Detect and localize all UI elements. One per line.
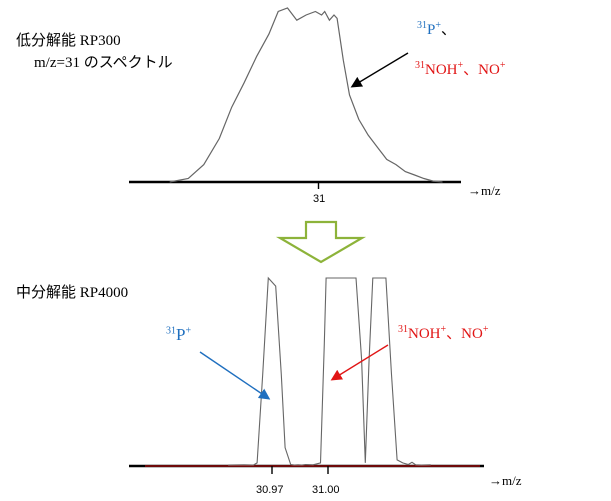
top-interference-label: 31NOH+、NO+ [415, 58, 505, 79]
charge: + [185, 325, 192, 337]
top-panel-title: 低分解能 RP300 [16, 33, 121, 49]
top-panel-subtitle: m/z=31 のスペクトル [34, 55, 173, 71]
bottom-p-label: 31P+ [166, 325, 191, 345]
bottom-interference-label: 31NOH+、NO+ [398, 322, 488, 343]
bottom-interference-arrow [330, 344, 389, 381]
charge-2: + [499, 60, 506, 71]
down-arrow-icon [275, 220, 367, 264]
bottom-panel-title: 中分解能 RP4000 [16, 285, 129, 301]
charge: + [457, 60, 464, 71]
bottom-p-arrow [199, 351, 271, 400]
separator: 、 [463, 62, 479, 78]
mass-number: 31 [166, 325, 176, 337]
species: P [427, 22, 436, 38]
top-p-label: 31P+、 [417, 18, 456, 39]
bottom-x-tick-2: 31.00 [312, 484, 340, 496]
bottom-spectrum-line [228, 276, 431, 466]
species: NOH [425, 62, 458, 78]
charge: + [440, 324, 447, 335]
charge-2: + [482, 324, 489, 335]
mass-number: 31 [415, 60, 425, 71]
species: NOH [408, 326, 441, 342]
species: P [176, 325, 186, 344]
top-x-tick: 31 [313, 193, 326, 205]
species-2: NO [461, 326, 483, 342]
mass-number: 31 [398, 324, 408, 335]
bottom-x-axis-label: →m/z [489, 473, 522, 488]
separator: 、 [446, 326, 462, 342]
mass-number: 31 [417, 20, 427, 31]
top-annotation-arrow [350, 52, 409, 88]
top-spectrum-line [169, 7, 443, 183]
species-2: NO [478, 62, 500, 78]
separator: 、 [440, 22, 456, 38]
bottom-x-tick-1: 30.97 [256, 484, 284, 496]
top-x-axis-label: →m/z [468, 183, 501, 198]
charge: + [435, 20, 441, 31]
